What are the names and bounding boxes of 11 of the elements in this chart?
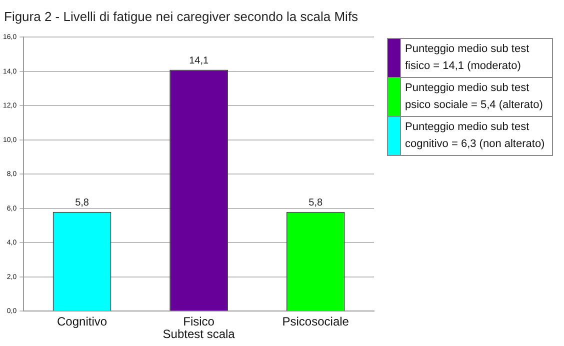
chart-title: Figura 2 - Livelli di fatigue nei caregiver secondo la scala Mifs [4, 9, 358, 24]
data-label: 14,1 [189, 55, 209, 66]
x-tick-label: Psicosociale [282, 314, 350, 329]
x-axis-title: Subtest scala [162, 327, 236, 342]
data-label: 5,8 [75, 198, 90, 209]
text: Punteggio medio sub test psico sociale = 5,4 (alterato) [404, 81, 544, 113]
data-label: 5,8 [308, 198, 323, 209]
x-tick-label: Fisico [183, 314, 215, 329]
text: Punteggio medio sub test cognitivo = 6,3 (non alterato) [404, 120, 546, 152]
x-tick-label: Cognitivo [57, 314, 108, 329]
text: Punteggio medio sub test fisico = 14,1 (moderato) [404, 42, 530, 74]
